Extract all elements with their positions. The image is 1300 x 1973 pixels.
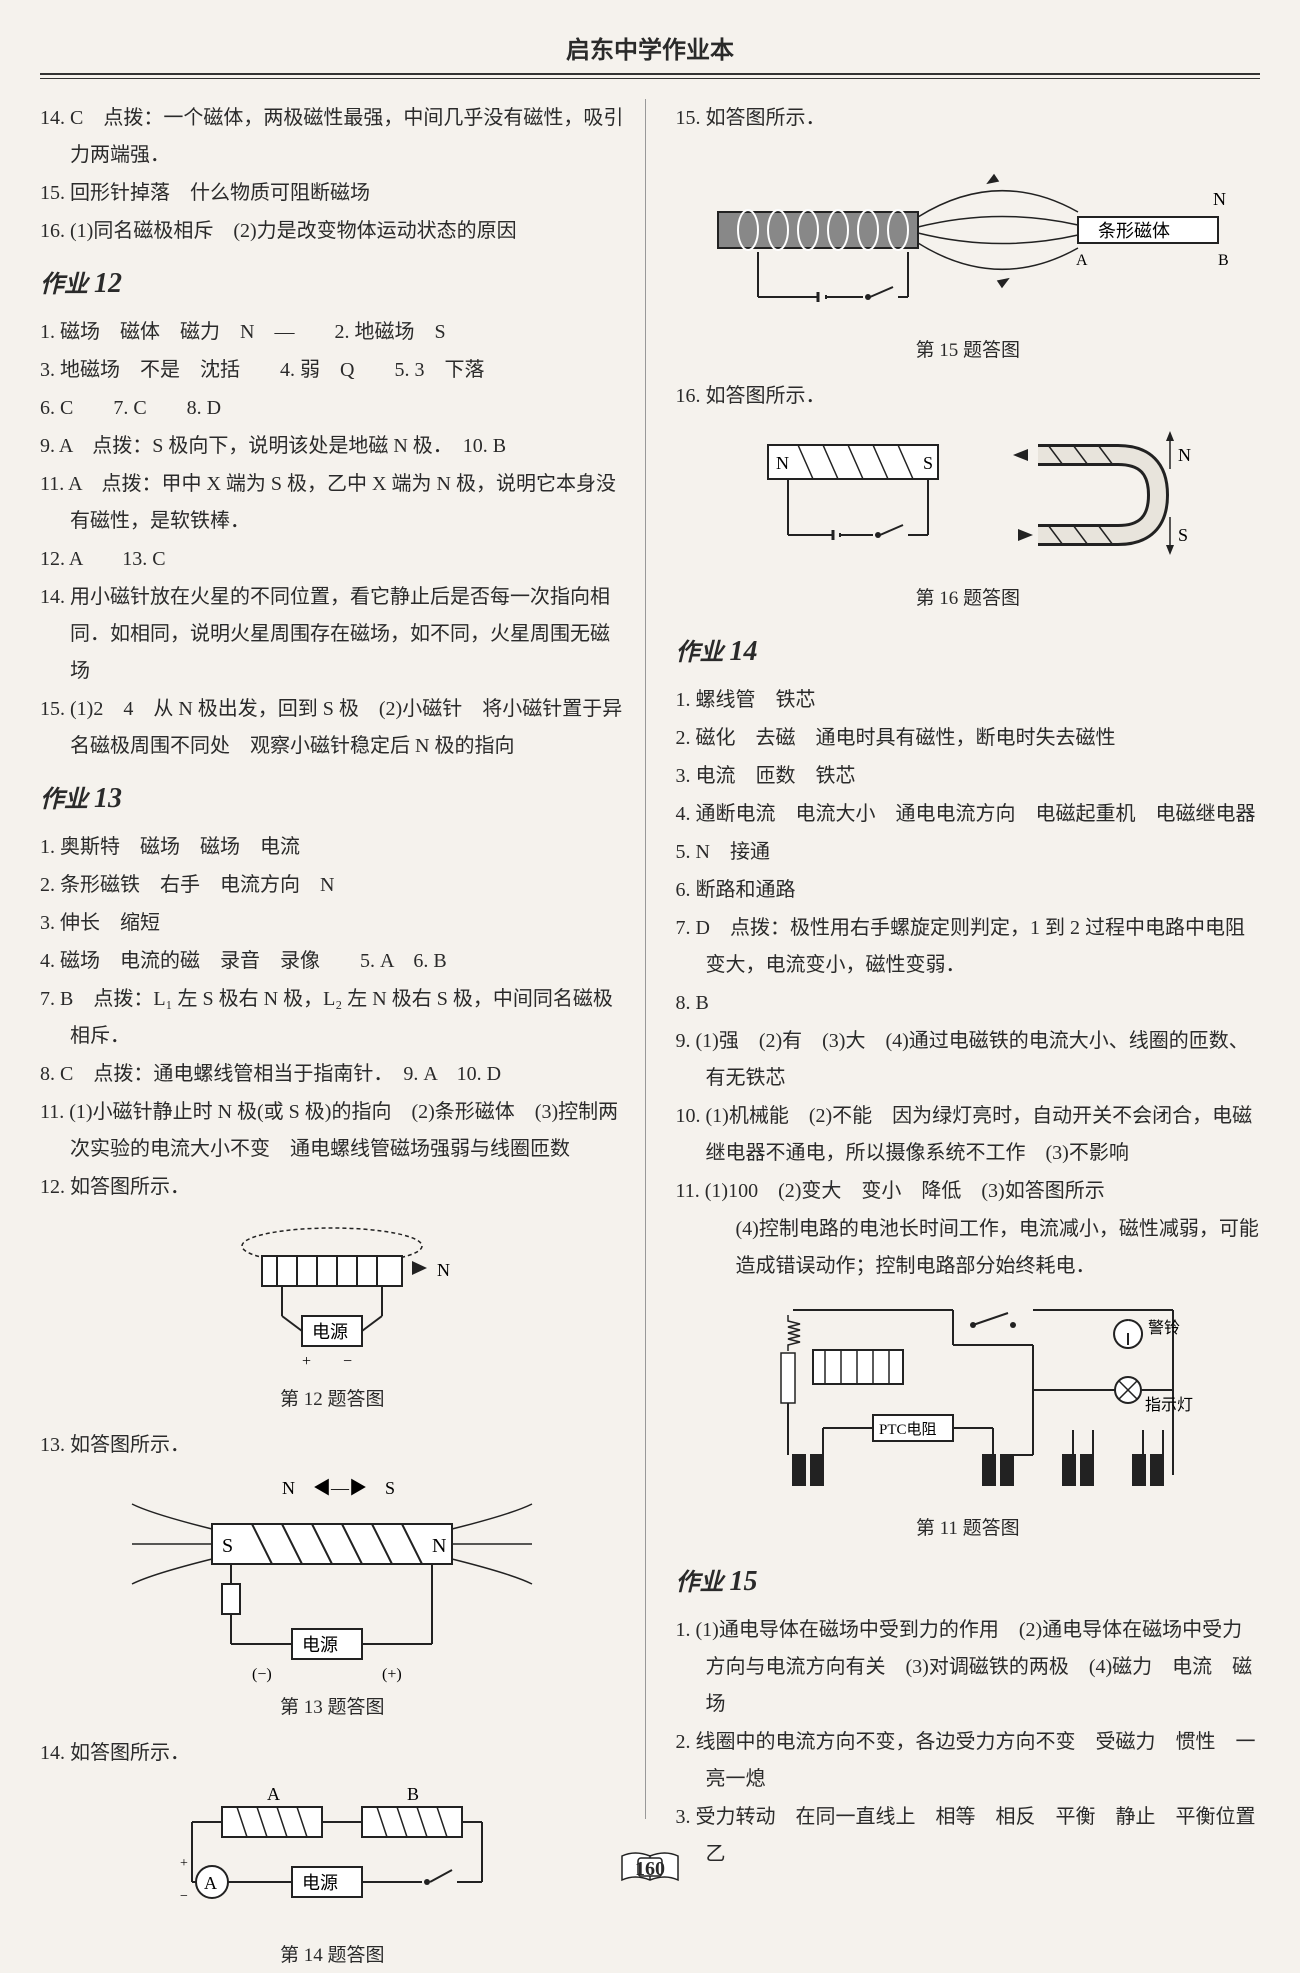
two-column-layout: 14. C 点拨：一个磁体，两极磁性最强，中间几乎没有磁性，吸引力两端强． 15… — [40, 99, 1260, 1819]
answer-line: 1. (1)通电导体在磁场中受到力的作用 (2)通电导体在磁场中受力方向与电流方… — [676, 1612, 1261, 1723]
solenoid-diagram-icon: N 电源 + − — [202, 1216, 462, 1376]
page-number: 160 — [635, 1858, 665, 1881]
figure-16: NS — [676, 425, 1261, 616]
svg-text:+ −: + − — [302, 1353, 352, 1370]
section-heading-hw15: 作业 15 — [676, 1556, 1261, 1608]
solenoid-horseshoe-icon: NS — [738, 425, 1198, 575]
answer-line: 9. A 点拨：S 极向下，说明该处是地磁 N 极． 10. B — [40, 428, 625, 465]
svg-text:N ◀—▶ S: N ◀—▶ S — [282, 1478, 395, 1498]
answer-line: 13. 如答图所示． — [40, 1427, 625, 1464]
answer-line: 16. (1)同名磁极相斥 (2)力是改变物体运动状态的原因 — [40, 213, 625, 250]
answer-line: 8. B — [676, 985, 1261, 1022]
svg-text:A: A — [267, 1784, 280, 1804]
svg-text:N: N — [437, 1260, 450, 1280]
section-heading-hw14: 作业 14 — [676, 626, 1261, 678]
answer-line: 11. A 点拨：甲中 X 端为 S 极，乙中 X 端为 N 极，说明它本身没有… — [40, 466, 625, 540]
answer-line: 3. 电流 匝数 铁芯 — [676, 758, 1261, 795]
svg-text:PTC电阻: PTC电阻 — [879, 1421, 937, 1438]
answer-line: 5. N 接通 — [676, 834, 1261, 871]
answer-line: 3. 伸长 缩短 — [40, 905, 625, 942]
svg-text:N: N — [776, 453, 789, 473]
answer-line: 6. C 7. C 8. D — [40, 390, 625, 427]
svg-text:(+): (+) — [382, 1666, 402, 1683]
svg-text:指示灯: 指示灯 — [1145, 1396, 1193, 1414]
relay-circuit-diagram-icon: 警铃 指示灯 PTC电阻 — [733, 1295, 1203, 1505]
solenoid-field-diagram-icon: N ◀—▶ S S N — [122, 1474, 542, 1684]
answer-line: 1. 奥斯特 磁场 磁场 电流 — [40, 829, 625, 866]
svg-text:S: S — [222, 1535, 233, 1557]
answer-line: 2. 线圈中的电流方向不变，各边受力方向不变 受磁力 惯性 一亮一熄 — [676, 1724, 1261, 1798]
svg-text:S: S — [1178, 525, 1188, 545]
answer-line: 2. 条形磁铁 右手 电流方向 N — [40, 867, 625, 904]
figure-13: N ◀—▶ S S N — [40, 1474, 625, 1725]
header-rule — [40, 73, 1260, 79]
figure-caption: 第 12 题答图 — [280, 1382, 385, 1417]
answer-line: 14. 用小磁针放在火星的不同位置，看它静止后是否每一次指向相同．如相同，说明火… — [40, 579, 625, 690]
figure-14: A B A 电源 — [40, 1782, 625, 1973]
svg-text:N: N — [1213, 189, 1226, 209]
answer-line: 7. B 点拨：L₁ 左 S 极右 N 极，L₂ 左 N 极右 S 极，中间同名… — [40, 981, 625, 1055]
svg-text:B: B — [1218, 252, 1229, 269]
svg-text:电源: 电源 — [302, 1873, 338, 1893]
answer-line: (4)控制电路的电池长时间工作，电流减小，磁性减弱，可能造成错误动作；控制电路部… — [676, 1211, 1261, 1285]
answer-line: 15. 回形针掉落 什么物质可阻断磁场 — [40, 175, 625, 212]
answer-line: 2. 磁化 去磁 通电时具有磁性，断电时失去磁性 — [676, 720, 1261, 757]
svg-text:警铃: 警铃 — [1148, 1319, 1180, 1337]
svg-text:A: A — [1076, 252, 1088, 269]
svg-text:B: B — [407, 1784, 419, 1804]
section-heading-hw12: 作业 12 — [40, 258, 625, 310]
answer-line: 3. 受力转动 在同一直线上 相等 相反 平衡 静止 平衡位置 乙 — [676, 1799, 1261, 1873]
answer-line: 15. (1)2 4 从 N 极出发，回到 S 极 (2)小磁针 将小磁针置于异… — [40, 691, 625, 765]
answer-line: 11. (1)小磁针静止时 N 极(或 S 极)的指向 (2)条形磁体 (3)控… — [40, 1094, 625, 1168]
figure-12: N 电源 + − 第 12 题答图 — [40, 1216, 625, 1417]
page-title: 启东中学作业本 — [40, 30, 1260, 65]
figure-caption: 第 16 题答图 — [915, 581, 1020, 616]
answer-line: 1. 螺线管 铁芯 — [676, 682, 1261, 719]
svg-text:电源: 电源 — [302, 1635, 338, 1655]
answer-line: 11. (1)100 (2)变大 变小 降低 (3)如答图所示 — [676, 1173, 1261, 1210]
answer-line: 14. C 点拨：一个磁体，两极磁性最强，中间几乎没有磁性，吸引力两端强． — [40, 100, 625, 174]
svg-text:−: − — [180, 1889, 188, 1904]
svg-text:N: N — [432, 1535, 446, 1557]
answer-line: 4. 磁场 电流的磁 录音 录像 5. A 6. B — [40, 943, 625, 980]
section-heading-hw13: 作业 13 — [40, 773, 625, 825]
answer-line: 3. 地磁场 不是 沈括 4. 弱 Q 5. 3 下落 — [40, 352, 625, 389]
figure-15: 条形磁体 N A B 第 15 题答图 — [676, 147, 1261, 368]
right-column: 15. 如答图所示． 条形磁体 — [676, 99, 1261, 1819]
svg-text:(−): (−) — [252, 1666, 272, 1683]
answer-line: 12. 如答图所示． — [40, 1169, 625, 1206]
svg-text:N: N — [1178, 445, 1191, 465]
answer-line: 9. (1)强 (2)有 (3)大 (4)通过电磁铁的电流大小、线圈的匝数、有无… — [676, 1023, 1261, 1097]
answer-line: 10. (1)机械能 (2)不能 因为绿灯亮时，自动开关不会闭合，电磁继电器不通… — [676, 1098, 1261, 1172]
left-column: 14. C 点拨：一个磁体，两极磁性最强，中间几乎没有磁性，吸引力两端强． 15… — [40, 99, 646, 1819]
figure-11: 警铃 指示灯 PTC电阻 — [676, 1295, 1261, 1546]
answer-line: 12. A 13. C — [40, 541, 625, 578]
power-label: 电源 — [312, 1322, 348, 1342]
dual-solenoid-diagram-icon: A B A 电源 — [152, 1782, 512, 1932]
page-footer: 160 — [620, 1850, 680, 1886]
answer-line: 6. 断路和通路 — [676, 872, 1261, 909]
figure-caption: 第 15 题答图 — [915, 333, 1020, 368]
figure-caption: 第 14 题答图 — [280, 1938, 385, 1973]
figure-caption: 第 11 题答图 — [916, 1511, 1020, 1546]
solenoid-magnet-field-icon: 条形磁体 N A B — [698, 147, 1238, 327]
svg-text:A: A — [204, 1873, 217, 1893]
figure-caption: 第 13 题答图 — [280, 1690, 385, 1725]
svg-text:+: + — [180, 1856, 188, 1871]
answer-line: 1. 磁场 磁体 磁力 N — 2. 地磁场 S — [40, 314, 625, 351]
answer-line: 14. 如答图所示． — [40, 1735, 625, 1772]
answer-line: 8. C 点拨：通电螺线管相当于指南针． 9. A 10. D — [40, 1056, 625, 1093]
answer-line: 4. 通断电流 电流大小 通电电流方向 电磁起重机 电磁继电器 — [676, 796, 1261, 833]
svg-text:S: S — [923, 453, 933, 473]
svg-text:条形磁体: 条形磁体 — [1098, 221, 1170, 241]
answer-line: 7. D 点拨：极性用右手螺旋定则判定，1 到 2 过程中电路中电阻变大，电流变… — [676, 910, 1261, 984]
answer-line: 16. 如答图所示． — [676, 378, 1261, 415]
answer-line: 15. 如答图所示． — [676, 100, 1261, 137]
